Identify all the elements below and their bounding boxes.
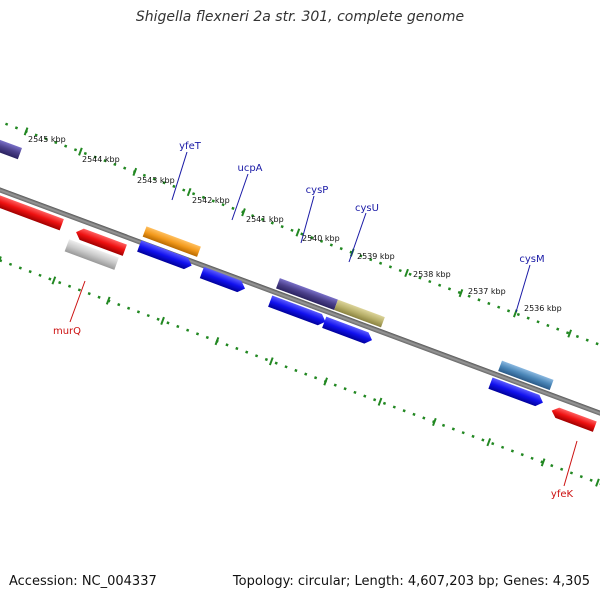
inner-ruler-tick [105,296,111,305]
gene-arrow-red-1 [0,184,64,231]
gene-arrow-red-3 [551,407,597,432]
gene-label-cysU: cysU [355,203,379,214]
leader-ucpA [231,173,249,221]
inner-ruler [0,229,600,498]
gene-arrow-blue-5 [488,377,543,407]
tick-label-2536: 2536 kbp [524,304,562,313]
outer-ruler-tick [295,228,301,237]
tick-label-2542: 2542 kbp [192,196,230,205]
leader-cysM [515,264,531,313]
outer-ruler-ticks [23,127,573,338]
gene-feature-khaki [334,299,385,328]
inner-ruler-tick [432,417,437,427]
tick-label-2545: 2545 kbp [28,135,66,144]
outer-ruler-tick [241,208,246,217]
inner-ruler-tick [268,357,274,366]
gene-arrow-blue-2 [199,266,246,293]
map-title: Shigella flexneri 2a str. 301, complete … [135,9,465,25]
inner-ruler-tick [51,276,57,285]
outer-ruler-tick [404,268,409,278]
inner-ruler-tick [323,377,328,386]
inner-ruler-tick [214,336,220,346]
genome-summary-text: Topology: circular; Length: 4,607,203 bp… [232,574,590,589]
gene-arrow-red-2 [76,228,127,256]
tick-label-2540: 2540 kbp [302,234,340,243]
inner-ruler-tick [160,316,165,325]
inner-ruler-tick [595,478,600,487]
leader-yfeT [171,151,188,201]
gene-feature-orange [142,226,201,257]
gene-arrow-blue-4 [322,316,373,344]
tick-label-2539: 2539 kbp [357,252,395,261]
gene-feature-purple-left [0,132,23,160]
leader-murQ [69,280,86,323]
gene-label-cysM: cysM [519,254,544,265]
inner-ruler-tick [486,438,492,447]
inner-ruler-tick [540,458,546,467]
gene-arrow-blue-3 [268,295,326,326]
outer-ruler-tick [458,289,464,298]
leader-cysP [300,195,315,244]
gene-feature-steel [498,360,554,391]
outer-ruler [0,107,600,376]
gene-label-yfeT: yfeT [179,141,202,152]
gene-label-ucpA: ucpA [237,163,262,174]
leader-yfeK [563,440,578,487]
outer-ruler-tick [186,187,192,197]
gene-label-murQ: murQ [53,326,81,337]
tick-label-2543: 2543 kbp [137,176,175,185]
inner-ruler-tick [0,256,2,265]
gene-label-cysP: cysP [306,185,329,196]
accession-text: Accession: NC_004337 [9,574,157,589]
inner-ruler-tick [377,397,383,406]
tick-label-2538: 2538 kbp [413,270,451,279]
outer-ruler-tick [23,127,29,136]
gene-feature-gray [64,239,119,270]
outer-ruler-tick [567,329,573,338]
tick-label-2541: 2541 kbp [246,215,284,224]
inner-ruler-ticks [0,256,600,487]
genome-backbone [0,166,600,437]
leader-cysU [348,212,367,263]
gene-arrow-blue-1 [137,240,192,270]
gene-label-yfeK: yfeK [551,489,574,500]
tick-label-2544: 2544 kbp [82,155,120,164]
outer-ruler-tick [78,147,83,156]
outer-ruler-tick [132,167,138,176]
tick-label-2537: 2537 kbp [468,287,506,296]
gene-feature-purple [276,278,338,310]
